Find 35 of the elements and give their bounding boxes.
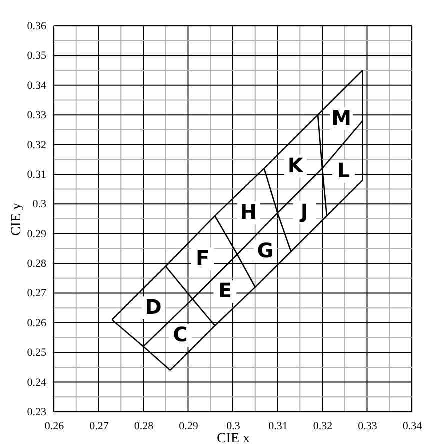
annotation: L xyxy=(337,158,350,182)
y-tick-label: 0.35 xyxy=(27,50,47,62)
y-tick-label: 0.33 xyxy=(27,110,47,122)
y-tick-label: 0.26 xyxy=(27,317,47,330)
x-axis-title: CIE x xyxy=(216,432,250,445)
x-tick-label: 0.3 xyxy=(226,420,241,432)
annotation: G xyxy=(257,238,274,263)
x-tick-label: 0.26 xyxy=(44,420,65,432)
y-axis-title: CIE y xyxy=(9,202,24,236)
annotation: K xyxy=(288,153,305,178)
y-tick-label: 0.3 xyxy=(32,198,47,211)
x-tick-label: 0.27 xyxy=(90,420,110,432)
y-tick-label: 0.32 xyxy=(27,139,46,152)
y-tick-label: 0.36 xyxy=(27,20,47,32)
y-tick-label: 0.34 xyxy=(27,80,47,92)
x-tick-label: 0.28 xyxy=(134,420,154,432)
annotation: J xyxy=(298,199,308,224)
annotation: M xyxy=(332,106,352,130)
annotation: H xyxy=(240,200,258,224)
x-tick-label: 0.34 xyxy=(402,420,423,432)
y-tick-label: 0.27 xyxy=(27,288,47,300)
y-tick-label: 0.23 xyxy=(27,406,47,418)
x-tick-label: 0.29 xyxy=(179,420,199,432)
annotation: C xyxy=(173,322,188,347)
x-tick-label: 0.31 xyxy=(268,420,288,432)
x-tick-label: 0.33 xyxy=(358,420,378,432)
x-tick-label: 0.32 xyxy=(313,420,333,432)
annotation: D xyxy=(145,295,162,320)
y-tick-label: 0.24 xyxy=(27,376,47,389)
y-tick-label: 0.29 xyxy=(27,228,47,240)
annotation: F xyxy=(196,246,210,270)
y-tick-label: 0.25 xyxy=(27,347,47,360)
y-tick-label: 0.31 xyxy=(27,168,46,181)
y-tick-label: 0.28 xyxy=(27,258,47,270)
annotation: E xyxy=(218,278,232,303)
